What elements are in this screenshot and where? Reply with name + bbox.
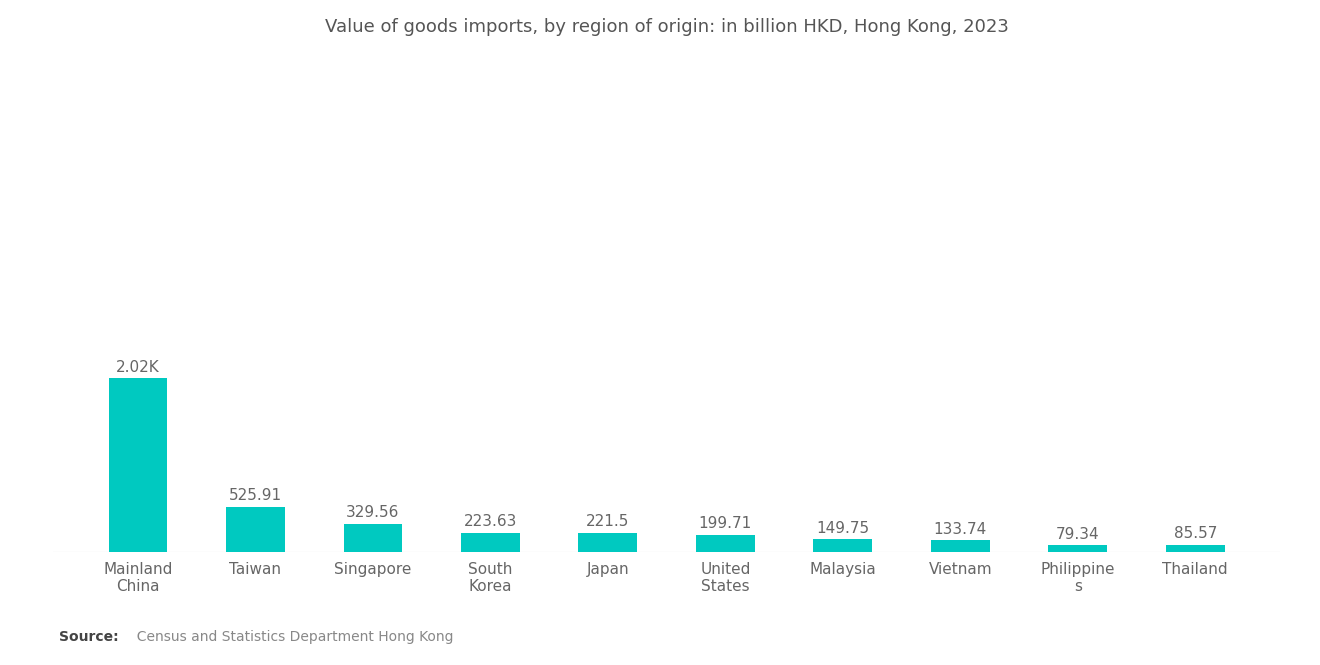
Title: Value of goods imports, by region of origin: in billion HKD, Hong Kong, 2023: Value of goods imports, by region of ori… xyxy=(325,19,1008,37)
Bar xyxy=(1048,545,1107,552)
Text: Census and Statistics Department Hong Kong: Census and Statistics Department Hong Ko… xyxy=(128,630,454,644)
Text: 199.71: 199.71 xyxy=(698,516,752,531)
Bar xyxy=(578,533,638,552)
Text: 223.63: 223.63 xyxy=(463,514,517,529)
Bar xyxy=(1166,545,1225,552)
Bar xyxy=(813,539,873,552)
Text: 149.75: 149.75 xyxy=(816,521,870,535)
Text: 329.56: 329.56 xyxy=(346,505,400,520)
Text: 79.34: 79.34 xyxy=(1056,527,1100,542)
Bar xyxy=(108,378,168,552)
Bar xyxy=(931,541,990,552)
Text: 525.91: 525.91 xyxy=(228,488,282,503)
Bar xyxy=(226,507,285,552)
Text: Source:: Source: xyxy=(59,630,119,644)
Bar xyxy=(461,533,520,552)
Text: 85.57: 85.57 xyxy=(1173,526,1217,541)
Text: 221.5: 221.5 xyxy=(586,515,630,529)
Text: 133.74: 133.74 xyxy=(933,522,987,537)
Bar xyxy=(696,535,755,552)
Bar xyxy=(343,523,403,552)
Text: 2.02K: 2.02K xyxy=(116,360,160,375)
